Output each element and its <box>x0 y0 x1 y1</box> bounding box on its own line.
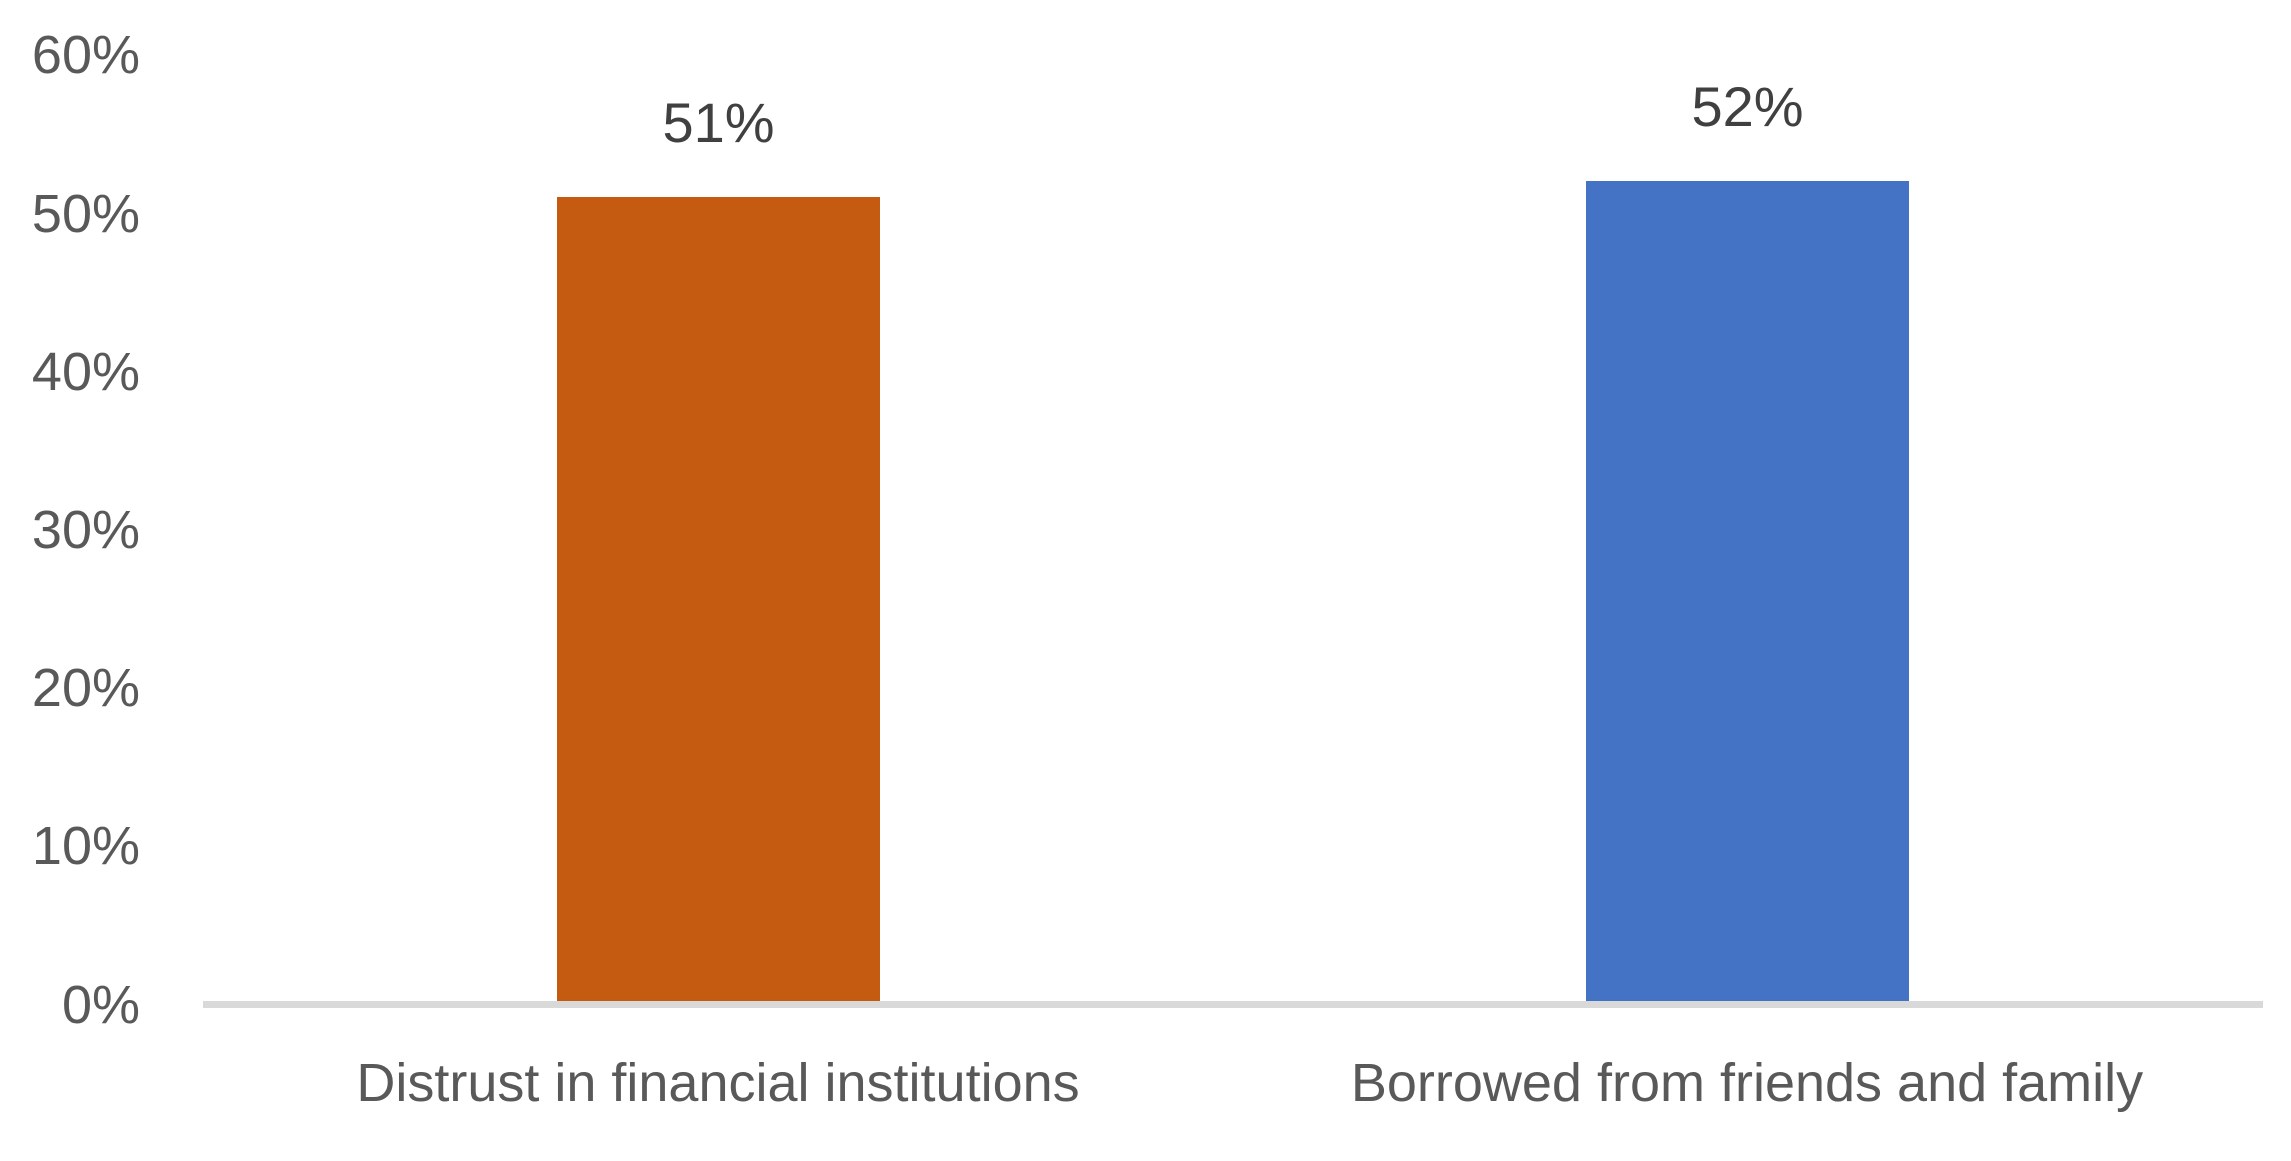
category-label-borrowed: Borrowed from friends and family <box>1350 1053 2144 1113</box>
bar-borrowed-from-friends-and-family <box>1586 181 1909 1001</box>
y-axis-tick-label: 10% <box>31 816 140 877</box>
y-axis-tick-label: 30% <box>31 499 140 560</box>
data-label: 52% <box>1691 75 1804 138</box>
y-axis-tick-label: 50% <box>31 183 140 244</box>
category-label-distrust: Distrust in financial institutions <box>356 1053 1080 1113</box>
x-axis-line <box>203 1001 2263 1008</box>
y-axis-tick-label: 60% <box>31 25 140 86</box>
bar-group-distrust: 51% <box>557 95 880 1001</box>
y-axis-tick-label: 40% <box>31 341 140 402</box>
bar-distrust-in-financial-institutions <box>557 197 880 1001</box>
bar-group-borrowed: 52% <box>1586 79 1909 1001</box>
y-axis-tick-label: 20% <box>31 658 140 719</box>
data-label: 51% <box>662 91 775 154</box>
y-axis-tick-label: 0% <box>61 974 140 1035</box>
